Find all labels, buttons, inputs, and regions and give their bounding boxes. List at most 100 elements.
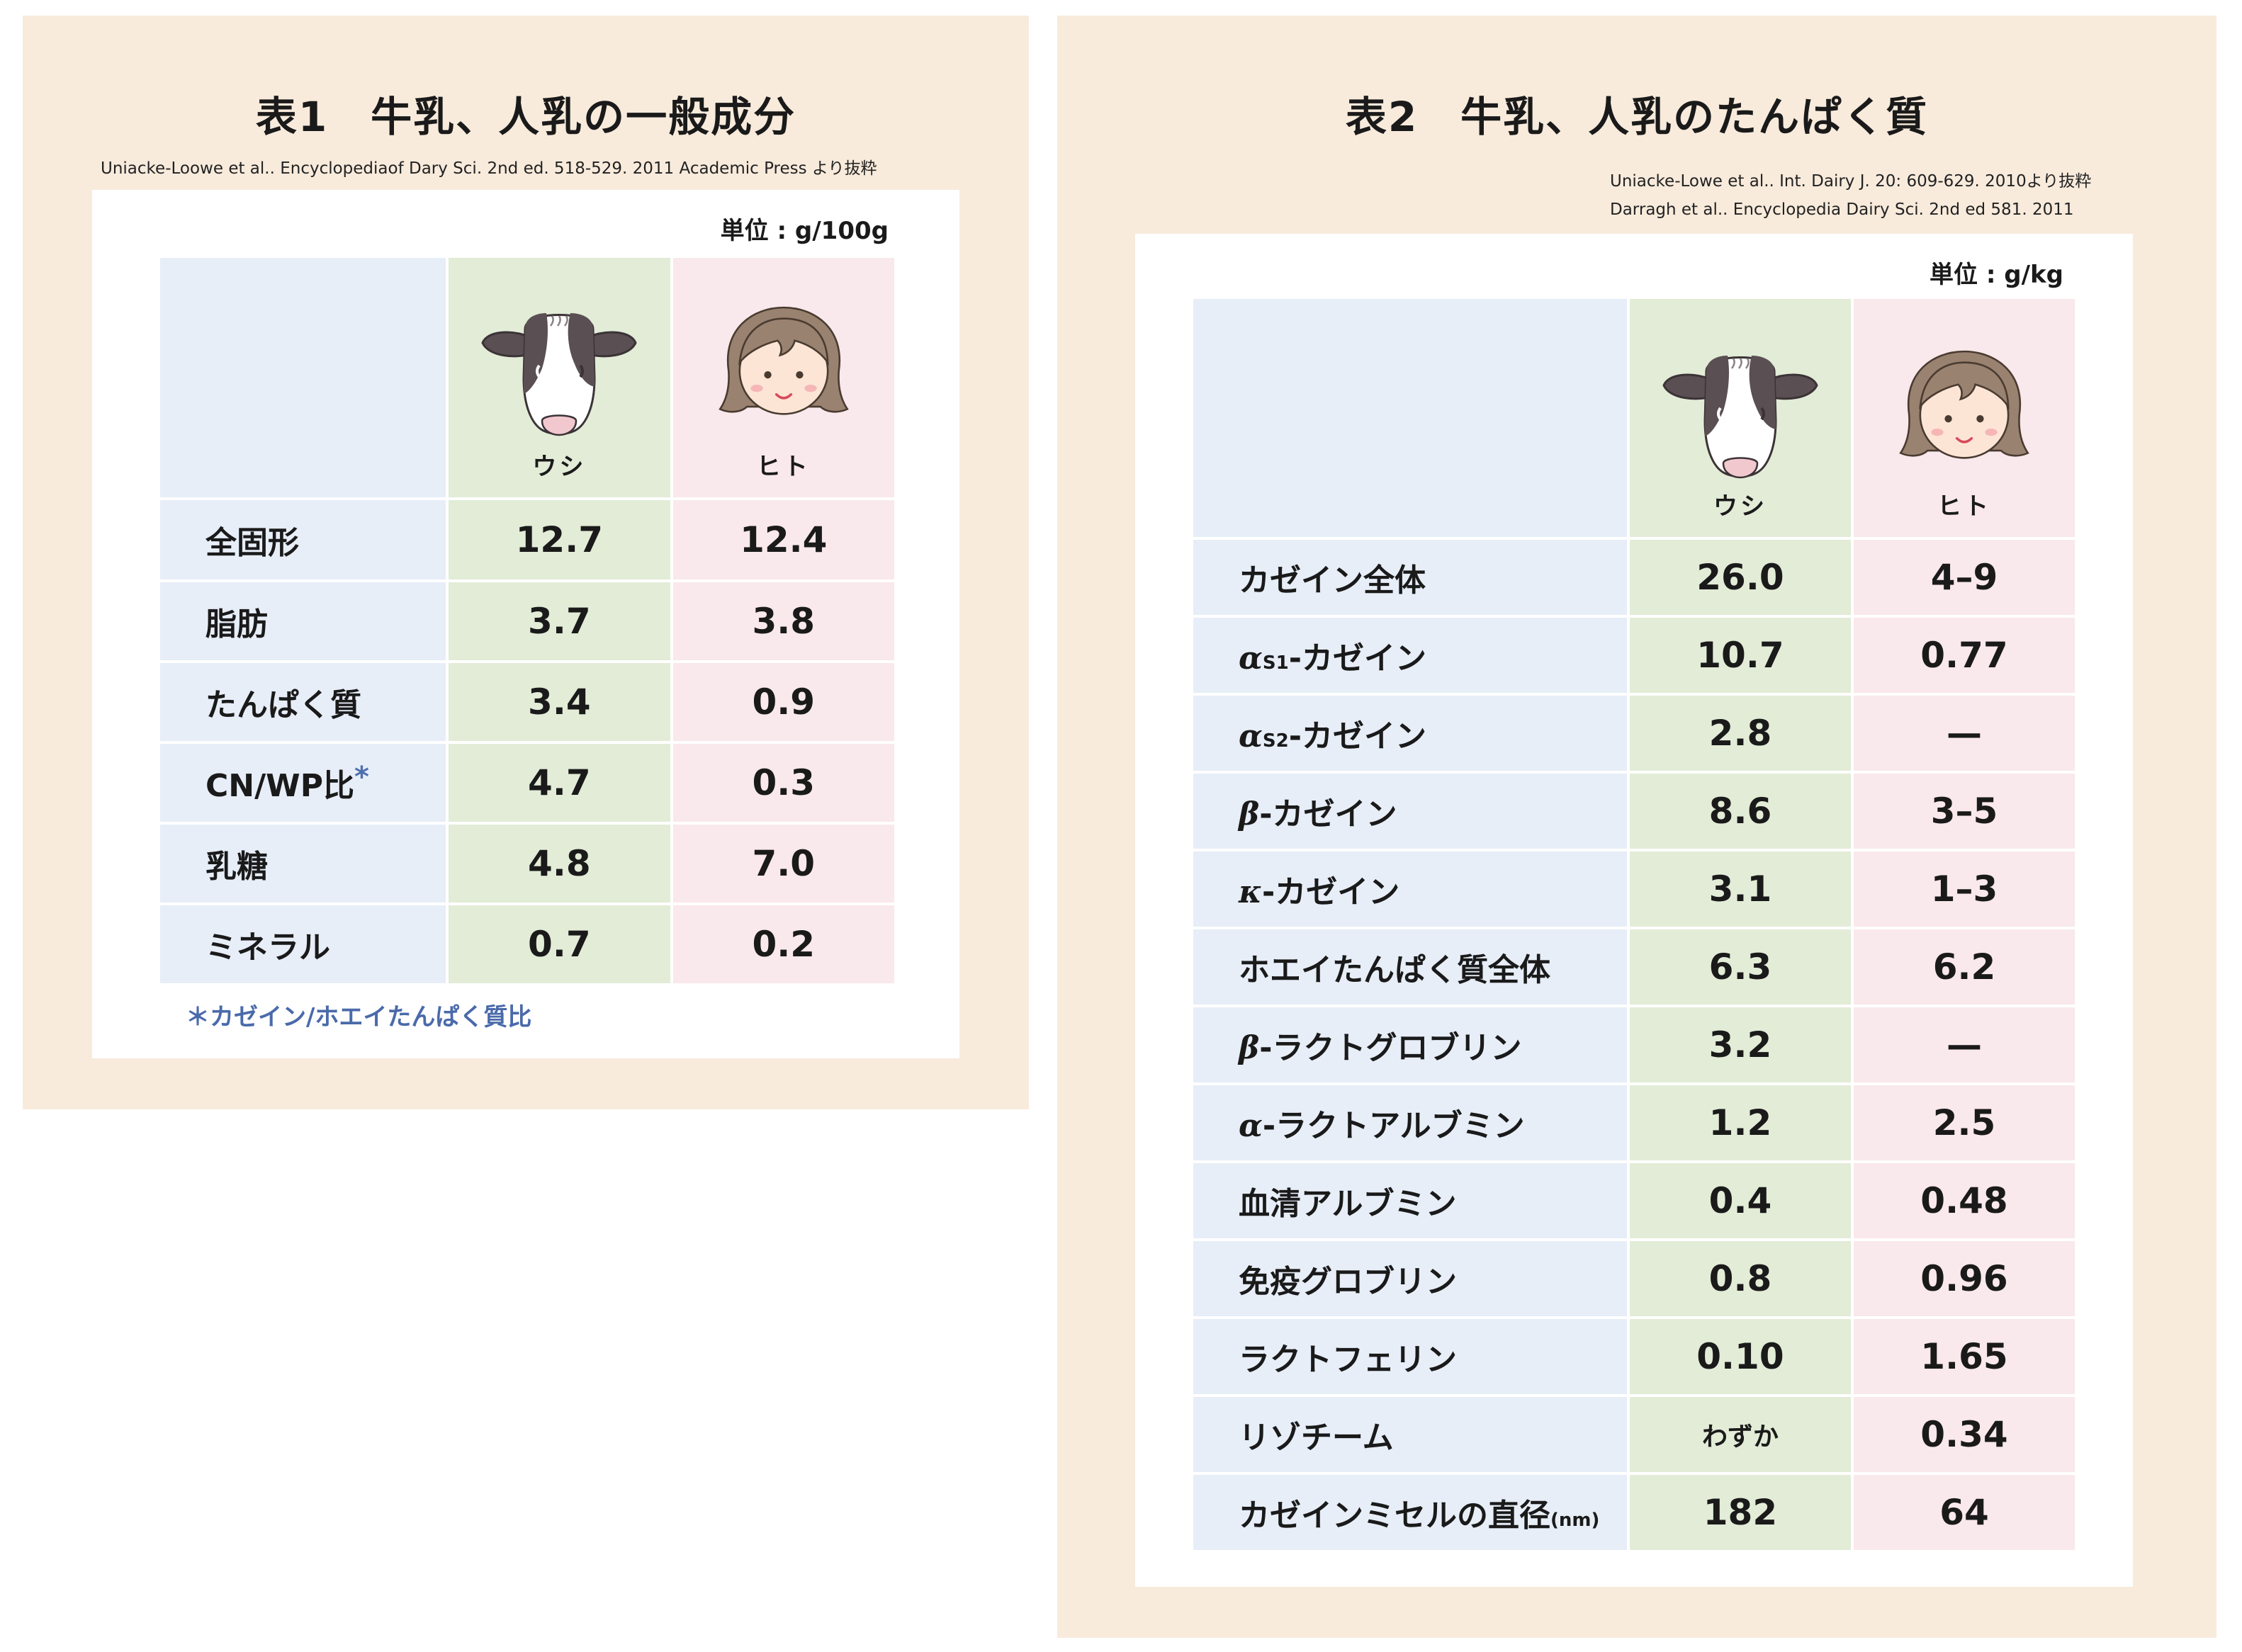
cow-value: 3.7 bbox=[449, 582, 670, 660]
table2-source-line-1: Uniacke-Lowe et al.. Int. Dairy J. 20: 6… bbox=[1610, 172, 2092, 191]
human-value: — bbox=[1853, 1007, 2075, 1082]
table-row: リゾチーム わずか 0.34 bbox=[1193, 1397, 2075, 1472]
table-row: CN/WP比* 4.7 0.3 bbox=[160, 744, 894, 822]
table1-header-human: ヒト bbox=[672, 258, 894, 497]
table2-title: 表2 牛乳、人乳のたんぱく質 bbox=[1345, 93, 1929, 141]
human-value: 6.2 bbox=[1853, 929, 2075, 1005]
row-label: ラクトフェリン bbox=[1193, 1319, 1627, 1394]
human-value: 1–3 bbox=[1853, 852, 2075, 927]
table2-header-human: ヒト bbox=[1853, 299, 2075, 537]
cow-value: 3.4 bbox=[449, 663, 670, 741]
table2-panel: 表2 牛乳、人乳のたんぱく質 Uniacke-Lowe et al.. Int.… bbox=[1057, 16, 2216, 1638]
table2-header-cow: ウシ bbox=[1629, 299, 1851, 537]
cow-value: 3.2 bbox=[1629, 1007, 1851, 1082]
human-value: 0.2 bbox=[672, 905, 894, 983]
table1-title: 表1 牛乳、人乳の一般成分 bbox=[255, 93, 796, 141]
row-label: 乳糖 bbox=[160, 825, 446, 903]
row-label-cnwp: CN/WP比* bbox=[160, 744, 446, 822]
human-value: 3.8 bbox=[672, 582, 894, 660]
table-row: β-ラクトグロブリン 3.2 — bbox=[1193, 1007, 2075, 1082]
row-label-beta-casein: β-カゼイン bbox=[1193, 774, 1627, 849]
table-row: 乳糖 4.8 7.0 bbox=[160, 825, 894, 903]
table1-col-cow: ウシ bbox=[532, 453, 587, 481]
table-row: 脂肪 3.7 3.8 bbox=[160, 582, 894, 660]
table2-header-row: ウシ ヒト bbox=[1193, 299, 2075, 537]
table-row: ホエイたんぱく質全体 6.3 6.2 bbox=[1193, 929, 2075, 1005]
cow-value: 2.8 bbox=[1629, 696, 1851, 771]
human-value: 0.34 bbox=[1853, 1397, 2075, 1472]
row-label: ホエイたんぱく質全体 bbox=[1193, 929, 1627, 1005]
row-label: ミネラル bbox=[160, 905, 446, 983]
cow-value: 4.7 bbox=[449, 744, 670, 822]
table1-source: Uniacke-Loowe et al.. Encyclopediaof Dar… bbox=[101, 159, 877, 178]
table1-footnote: ＊カゼイン/ホエイたんぱく質比 bbox=[186, 1003, 532, 1031]
row-label: -カゼイン bbox=[1259, 796, 1397, 832]
table1-header-cow: ウシ bbox=[449, 258, 670, 497]
table-row: β-カゼイン 8.6 3–5 bbox=[1193, 774, 2075, 849]
cow-value: 0.4 bbox=[1629, 1163, 1851, 1238]
human-value: 64 bbox=[1853, 1475, 2075, 1550]
table-row: ラクトフェリン 0.10 1.65 bbox=[1193, 1319, 2075, 1394]
table-row: κ-カゼイン 3.1 1–3 bbox=[1193, 852, 2075, 927]
table-row: αS1-カゼイン 10.7 0.77 bbox=[1193, 618, 2075, 693]
cow-value: 1.2 bbox=[1629, 1085, 1851, 1160]
table-row: カゼインミセルの直径(nm) 182 64 bbox=[1193, 1475, 2075, 1550]
girl-face-icon bbox=[719, 306, 849, 416]
human-value: 0.9 bbox=[672, 663, 894, 741]
row-label-beta-lactoglobulin: β-ラクトグロブリン bbox=[1193, 1007, 1627, 1082]
subscript: S1 bbox=[1262, 652, 1289, 674]
row-label-kappa-casein: κ-カゼイン bbox=[1193, 852, 1627, 927]
table2-col-cow: ウシ bbox=[1713, 492, 1767, 521]
human-value: 7.0 bbox=[672, 825, 894, 903]
row-label-alpha-lactalbumin: α-ラクトアルブミン bbox=[1193, 1085, 1627, 1160]
row-label: 全固形 bbox=[160, 500, 446, 579]
cow-value: 10.7 bbox=[1629, 618, 1851, 693]
cow-value: 0.7 bbox=[449, 905, 670, 983]
cow-value: わずか bbox=[1629, 1397, 1851, 1472]
cow-value: 0.10 bbox=[1629, 1319, 1851, 1394]
row-label: カゼインミセルの直径 bbox=[1239, 1498, 1550, 1534]
greek-letter: β bbox=[1239, 1030, 1260, 1066]
table1-header-blank bbox=[160, 258, 446, 497]
cow-face-icon bbox=[481, 312, 638, 436]
human-value: 3–5 bbox=[1853, 774, 2075, 849]
table-row: αS2-カゼイン 2.8 — bbox=[1193, 696, 2075, 771]
row-label-alpha-s2: αS2-カゼイン bbox=[1193, 696, 1627, 771]
human-value: 0.77 bbox=[1853, 618, 2075, 693]
human-value: 4–9 bbox=[1853, 540, 2075, 615]
table2-source: Uniacke-Lowe et al.. Int. Dairy J. 20: 6… bbox=[1610, 167, 2091, 224]
asterisk-mark: * bbox=[354, 761, 369, 793]
table2-col-human: ヒト bbox=[1937, 492, 1991, 521]
table2-card: 単位 : g/kg ウシ ヒト カゼイン全体 26.0 4–9 bbox=[1135, 234, 2133, 1587]
table2-header-blank bbox=[1193, 299, 1627, 537]
greek-letter: κ bbox=[1239, 874, 1262, 910]
row-label: CN/WP比 bbox=[205, 768, 354, 804]
cow-value: 4.8 bbox=[449, 825, 670, 903]
row-label: -ラクトグロブリン bbox=[1259, 1030, 1522, 1066]
row-label: -カゼイン bbox=[1261, 874, 1400, 910]
cow-value: 8.6 bbox=[1629, 774, 1851, 849]
table1-col-human: ヒト bbox=[756, 453, 811, 481]
table-row: α-ラクトアルブミン 1.2 2.5 bbox=[1193, 1085, 2075, 1160]
greek-letter: β bbox=[1239, 796, 1260, 832]
table1-panel: 表1 牛乳、人乳の一般成分 Uniacke-Loowe et al.. Ency… bbox=[23, 16, 1029, 1109]
table1-card: 単位 : g/100g ウシ ヒト 全固形 12.7 12.4 脂 bbox=[92, 190, 959, 1058]
human-value: 0.48 bbox=[1853, 1163, 2075, 1238]
greek-letter: α bbox=[1239, 640, 1263, 677]
human-value: 12.4 bbox=[672, 500, 894, 579]
unit-suffix: (nm) bbox=[1550, 1510, 1600, 1531]
human-value: 0.3 bbox=[672, 744, 894, 822]
row-label: カゼイン全体 bbox=[1193, 540, 1627, 615]
row-label: 脂肪 bbox=[160, 582, 446, 660]
row-label-alpha-s1: αS1-カゼイン bbox=[1193, 618, 1627, 693]
table-row: 血清アルブミン 0.4 0.48 bbox=[1193, 1163, 2075, 1238]
table-row: ミネラル 0.7 0.2 bbox=[160, 905, 894, 983]
row-label: -カゼイン bbox=[1288, 640, 1426, 677]
cow-face-icon bbox=[1662, 354, 1818, 479]
human-value: — bbox=[1853, 696, 2075, 771]
row-label-micelle: カゼインミセルの直径(nm) bbox=[1193, 1475, 1627, 1550]
cow-value: 26.0 bbox=[1629, 540, 1851, 615]
row-label: リゾチーム bbox=[1193, 1397, 1627, 1472]
row-label: -カゼイン bbox=[1288, 718, 1426, 754]
table2-source-line-2: Darragh et al.. Encyclopedia Dairy Sci. … bbox=[1610, 200, 2074, 219]
